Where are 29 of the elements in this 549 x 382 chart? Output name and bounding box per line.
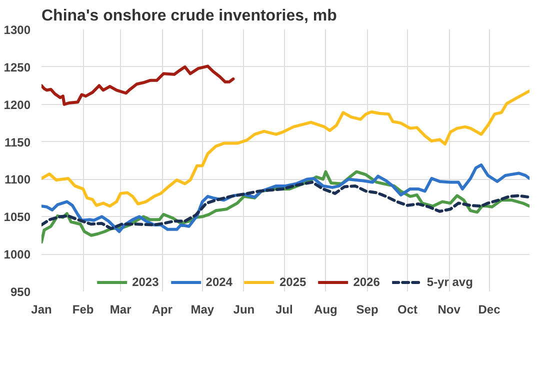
y-tick-label: 950 <box>10 285 31 299</box>
x-tick-label: Nov <box>438 302 461 316</box>
legend-label: 5-yr avg <box>426 275 473 289</box>
y-tick-label: 1050 <box>4 210 31 224</box>
x-tick-label: Dec <box>478 302 501 316</box>
x-tick-label: Jun <box>233 302 255 316</box>
x-tick-label: Mar <box>110 302 132 316</box>
y-tick-label: 1100 <box>4 172 31 187</box>
y-tick-label: 1200 <box>4 98 31 112</box>
x-tick-label: Sep <box>356 302 378 316</box>
x-tick-label: Oct <box>398 302 418 316</box>
chart-title: China's onshore crude inventories, mb <box>42 8 338 24</box>
y-tick-label: 1000 <box>4 248 31 262</box>
x-tick-label: Jan <box>31 302 52 316</box>
x-tick-label: May <box>190 302 214 316</box>
legend-label: 2025 <box>279 275 306 289</box>
y-tick-label: 1250 <box>4 60 31 74</box>
x-tick-label: Aug <box>314 302 338 316</box>
x-tick-label: Jul <box>275 302 293 316</box>
y-tick-label: 1300 <box>4 23 31 37</box>
line-series <box>42 89 530 208</box>
legend-label: 2023 <box>132 275 159 289</box>
legend-label: 2024 <box>206 275 232 289</box>
line-series <box>42 64 235 106</box>
x-tick-label: Apr <box>152 302 173 316</box>
line-series <box>42 180 530 230</box>
x-tick-label: Feb <box>72 302 94 316</box>
legend-label: 2026 <box>353 275 380 289</box>
y-tick-label: 1150 <box>4 135 31 150</box>
